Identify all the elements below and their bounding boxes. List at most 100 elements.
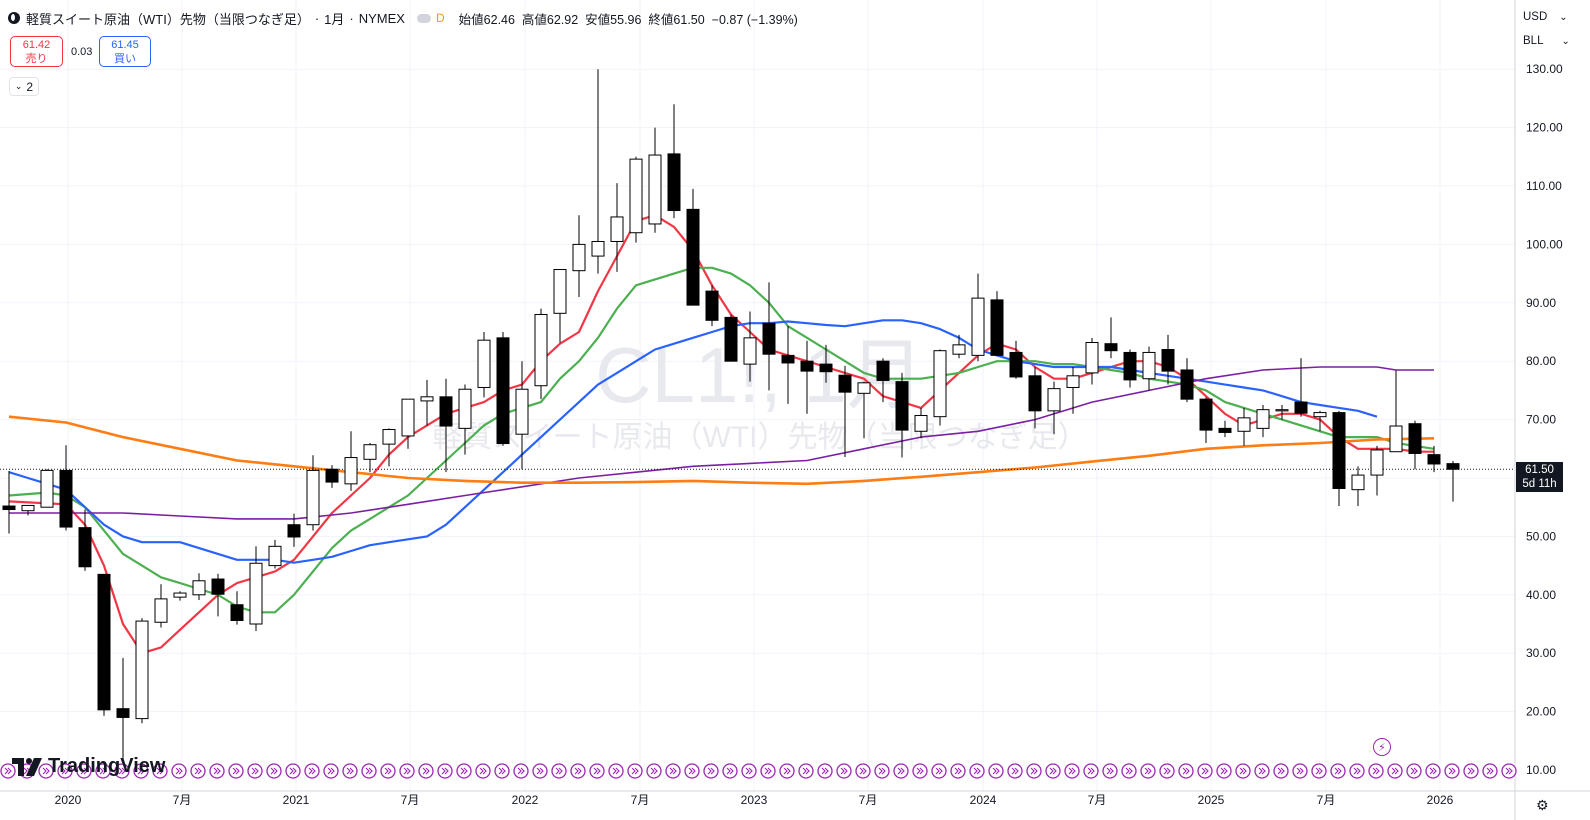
- event-marker-icon: [589, 763, 605, 779]
- candle-body: [914, 415, 928, 432]
- candle: [1066, 367, 1080, 414]
- event-marker-icon: [342, 763, 358, 779]
- candle: [686, 188, 700, 306]
- event-marker-icon: [741, 763, 757, 779]
- price-tick-label: 10.00: [1526, 763, 1556, 777]
- event-marker-icon: [1083, 763, 1099, 779]
- candle-body: [249, 562, 263, 625]
- sell-price: 61.42: [22, 39, 51, 51]
- event-marker-icon: [133, 763, 149, 779]
- candle-body: [420, 396, 434, 402]
- candle: [1446, 460, 1460, 502]
- candle: [1237, 407, 1251, 446]
- candle: [705, 285, 719, 327]
- candle-body: [1256, 409, 1270, 429]
- time-tick-label: 2023: [741, 793, 768, 807]
- candle-body: [876, 360, 890, 381]
- event-marker-icon: [418, 763, 434, 779]
- data-mode-toggle[interactable]: D: [416, 11, 445, 25]
- event-marker-icon: [1121, 763, 1137, 779]
- interval-label[interactable]: 1月: [324, 11, 345, 27]
- event-marker-icon: [323, 763, 339, 779]
- sell-button[interactable]: 61.42 売り: [10, 36, 63, 67]
- candle-body: [553, 269, 567, 314]
- candle-body: [1332, 412, 1346, 490]
- event-marker-icon: [931, 763, 947, 779]
- candle: [135, 618, 149, 724]
- tradingview-logo-icon: [12, 757, 42, 776]
- last-price: 61.50: [1525, 464, 1554, 476]
- candle: [154, 584, 168, 628]
- price-tick-label: 80.00: [1526, 354, 1556, 368]
- indicators-count: 2: [26, 79, 34, 94]
- currency-label: USD: [1523, 11, 1548, 23]
- gear-icon[interactable]: ⚙: [1536, 797, 1549, 813]
- candle: [1351, 466, 1365, 507]
- event-marker-icon: [1197, 763, 1213, 779]
- watermark-description: 軽質スイート原油（WTI）先物（当限つなぎ足）: [433, 421, 1088, 454]
- candle: [781, 326, 795, 404]
- event-marker-icon: [1007, 763, 1023, 779]
- candle-body: [97, 573, 111, 711]
- candle-body: [325, 468, 339, 483]
- candle-body: [743, 337, 757, 365]
- event-marker-icon: [1064, 763, 1080, 779]
- unit-select[interactable]: BLL ⌄: [1523, 35, 1570, 47]
- event-marker-icon: [817, 763, 833, 779]
- time-tick-label: 7月: [173, 793, 192, 807]
- time-tick-label: 2026: [1427, 793, 1454, 807]
- event-marker-icon: [874, 763, 890, 779]
- event-marker-icon: [551, 763, 567, 779]
- price-tick-label: 20.00: [1526, 705, 1556, 719]
- event-marker-icon: [1102, 763, 1118, 779]
- candle-body: [439, 396, 453, 427]
- oil-drop-icon: [8, 12, 20, 24]
- event-marker-icon: [304, 763, 320, 779]
- data-mode-badge: D: [435, 11, 445, 25]
- candle: [610, 183, 624, 272]
- candle-body: [534, 313, 548, 387]
- time-tick-label: 2025: [1198, 793, 1225, 807]
- candle-body: [1009, 351, 1023, 378]
- event-marker-icon: [627, 763, 643, 779]
- candle: [1180, 358, 1194, 403]
- price-tick-label: 90.00: [1526, 296, 1556, 310]
- candle: [971, 273, 985, 362]
- candle: [1294, 358, 1308, 417]
- candle: [401, 398, 415, 449]
- candle-body: [59, 469, 73, 528]
- candle: [40, 469, 54, 508]
- candle-body: [1427, 454, 1441, 465]
- buy-button[interactable]: 61.45 買い: [99, 36, 151, 67]
- event-marker-icon: [247, 763, 263, 779]
- event-marker-icon: [855, 763, 871, 779]
- candle: [1218, 420, 1232, 438]
- candle-body: [192, 580, 206, 596]
- exchange-label: NYMEX: [358, 10, 405, 26]
- candle: [1104, 317, 1118, 359]
- event-marker-icon: [836, 763, 852, 779]
- event-marker-icon: [1159, 763, 1175, 779]
- candle-body: [78, 527, 92, 568]
- candle-body: [762, 322, 776, 355]
- candle-body: [40, 469, 54, 508]
- toggle-switch-icon: [416, 13, 431, 23]
- symbol-title[interactable]: 軽質スイート原油（WTI）先物（当限つなぎ足）: [26, 11, 310, 27]
- event-marker-icon: [703, 763, 719, 779]
- event-marker-icon: [266, 763, 282, 779]
- candle: [534, 308, 548, 400]
- event-marker-icon: [380, 763, 396, 779]
- bar-countdown: 5d 11h: [1522, 478, 1557, 490]
- last-price-tag: 61.50 5d 11h: [1516, 462, 1563, 492]
- event-marker-icon: [684, 763, 700, 779]
- lightning-icon[interactable]: ⚡: [1373, 738, 1391, 756]
- candle: [268, 539, 282, 569]
- buy-price: 61.45: [111, 39, 139, 51]
- candle-body: [1313, 412, 1327, 418]
- indicators-toggle[interactable]: ⌄ 2: [9, 77, 39, 96]
- tradingview-logo[interactable]: TradingView: [12, 755, 165, 778]
- event-marker-icon: [1045, 763, 1061, 779]
- price-tick-label: 130.00: [1526, 62, 1563, 76]
- currency-select[interactable]: USD ⌄: [1523, 11, 1568, 23]
